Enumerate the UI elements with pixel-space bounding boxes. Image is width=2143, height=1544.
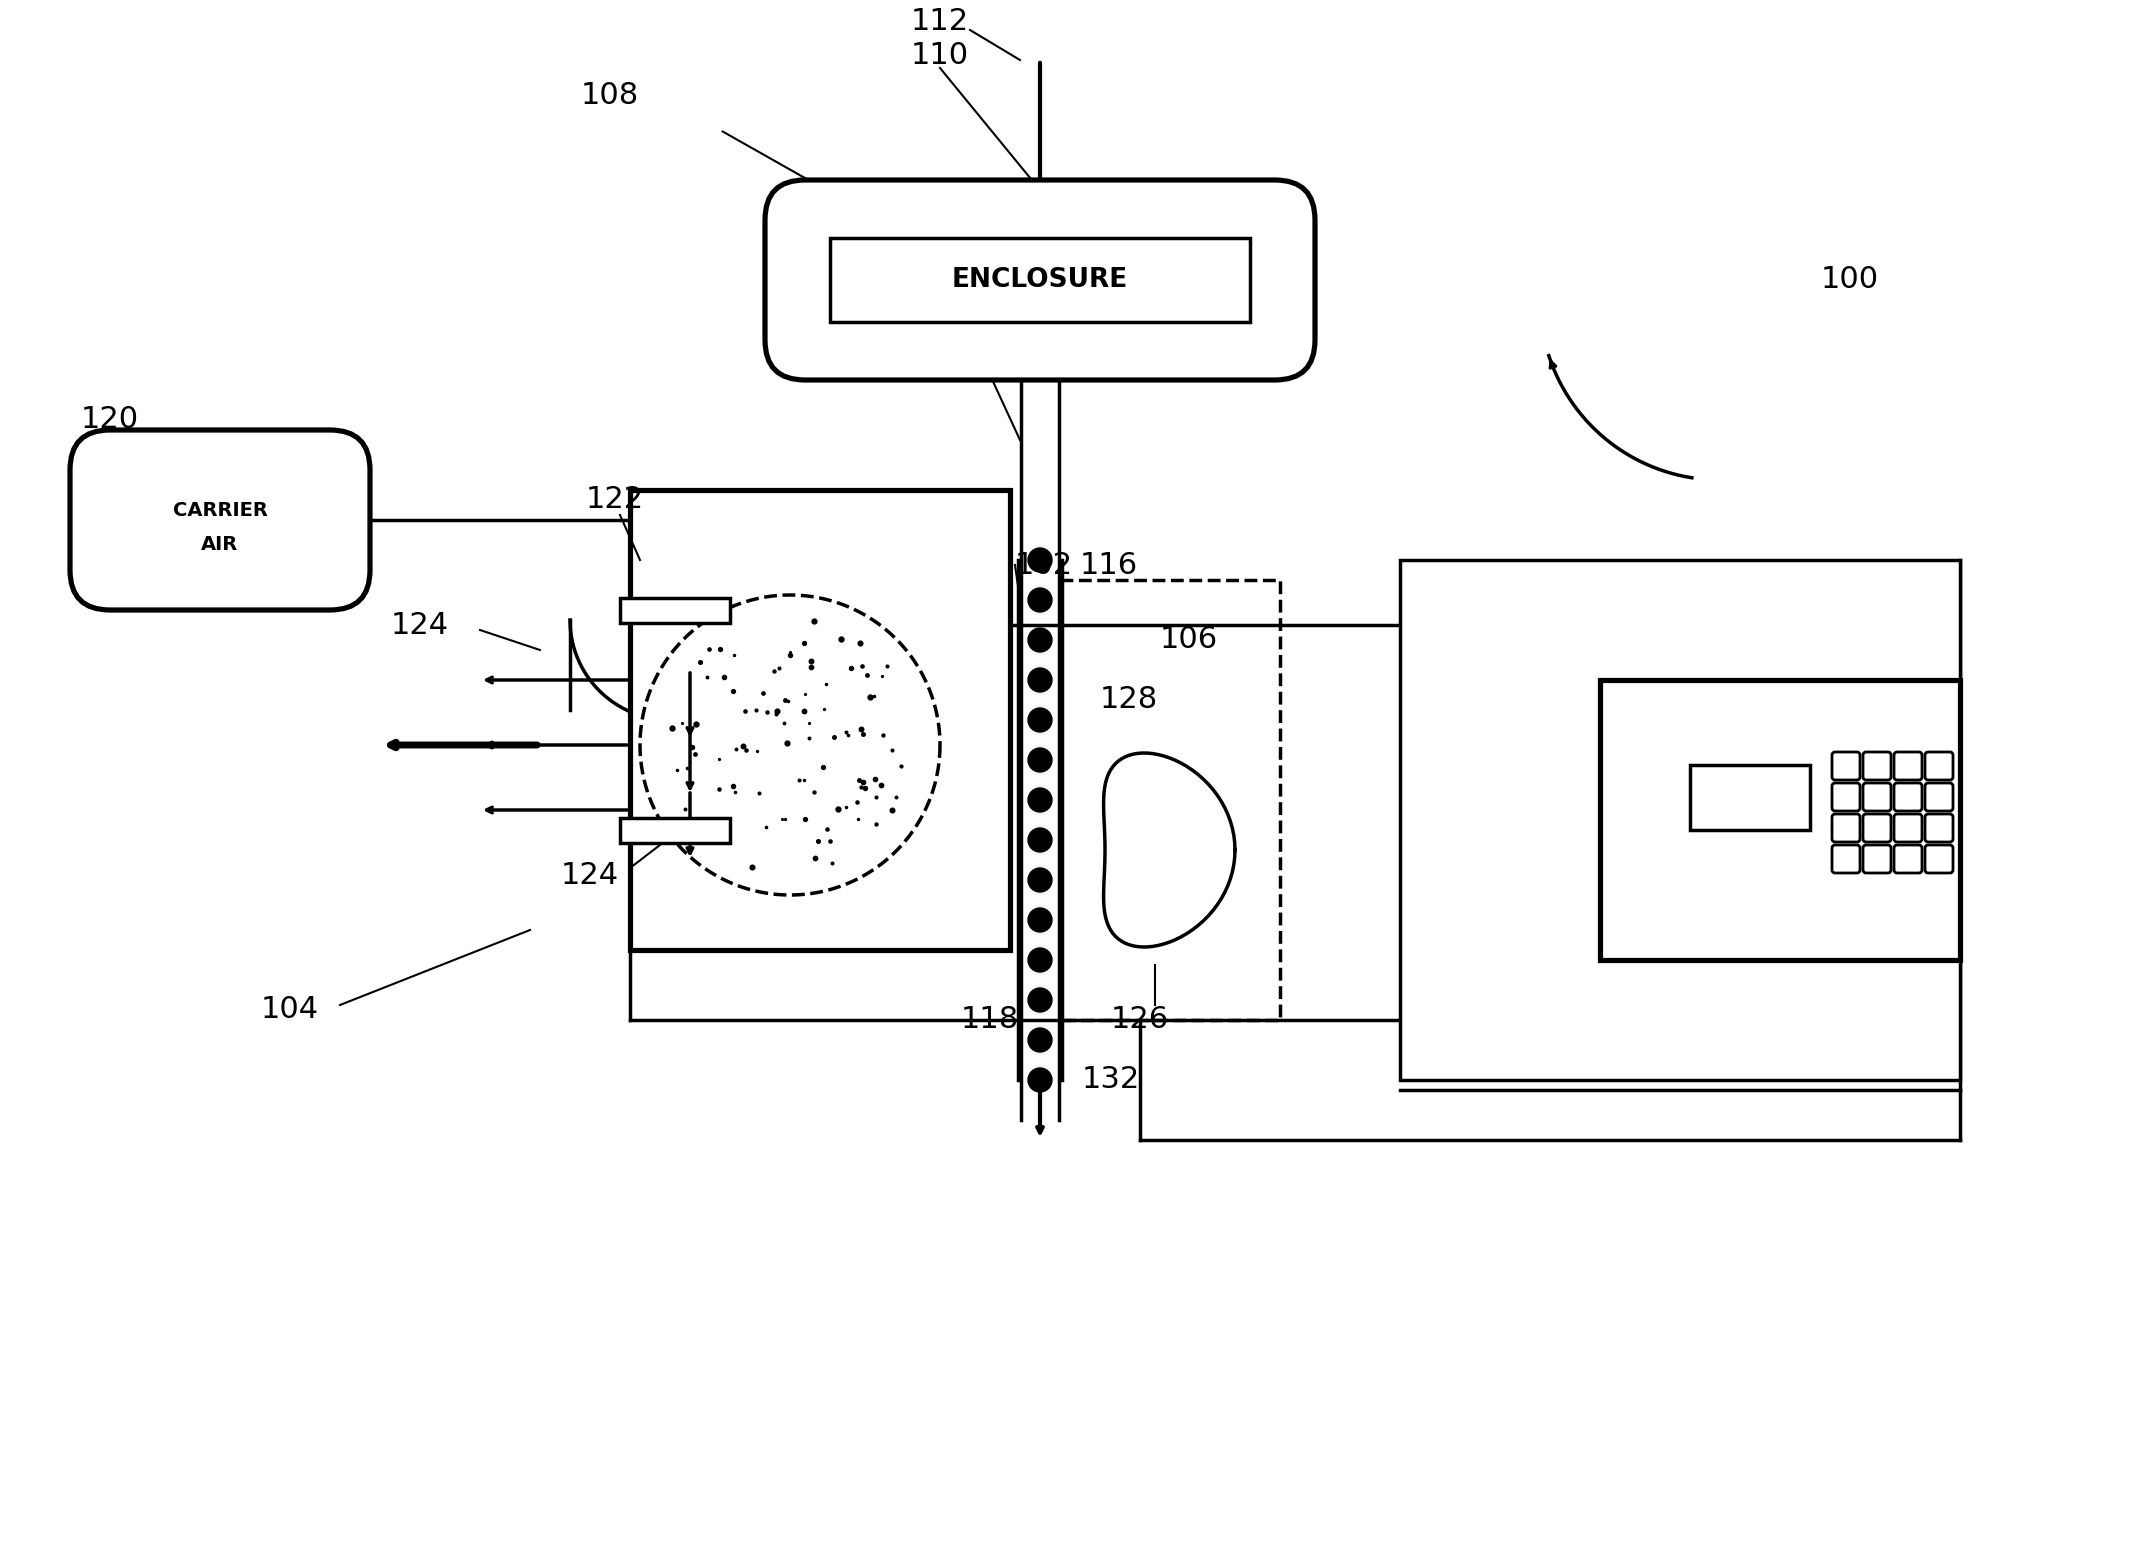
FancyBboxPatch shape: [1924, 752, 1952, 780]
Circle shape: [1029, 548, 1052, 571]
FancyBboxPatch shape: [1894, 783, 1922, 811]
FancyBboxPatch shape: [1894, 845, 1922, 872]
FancyBboxPatch shape: [1894, 752, 1922, 780]
Circle shape: [1029, 1068, 1052, 1092]
Text: 126: 126: [1110, 1005, 1170, 1034]
Circle shape: [1029, 908, 1052, 933]
FancyBboxPatch shape: [1832, 783, 1860, 811]
Text: 132: 132: [1082, 1065, 1140, 1095]
Bar: [619, 598, 731, 622]
Circle shape: [1029, 1028, 1052, 1051]
Text: 100: 100: [1822, 266, 1879, 295]
Circle shape: [1029, 868, 1052, 892]
FancyBboxPatch shape: [1862, 783, 1890, 811]
Circle shape: [1029, 787, 1052, 812]
Text: 112: 112: [911, 8, 969, 37]
Circle shape: [1029, 669, 1052, 692]
Text: 116: 116: [1080, 551, 1138, 579]
Text: CARRIER: CARRIER: [174, 500, 268, 519]
Bar: [630, 489, 1009, 950]
Bar: [829, 238, 1249, 323]
Circle shape: [1029, 747, 1052, 772]
FancyBboxPatch shape: [765, 181, 1316, 380]
Circle shape: [1029, 948, 1052, 973]
FancyBboxPatch shape: [1924, 845, 1952, 872]
FancyBboxPatch shape: [1862, 752, 1890, 780]
Text: 104: 104: [261, 996, 319, 1025]
Circle shape: [1029, 828, 1052, 852]
Text: 110: 110: [911, 40, 969, 69]
Text: 114: 114: [960, 346, 1020, 375]
Bar: [1399, 560, 1961, 1079]
FancyBboxPatch shape: [1862, 845, 1890, 872]
Circle shape: [1029, 628, 1052, 652]
Bar: [1601, 679, 1961, 960]
Text: 120: 120: [81, 406, 139, 434]
Bar: [619, 817, 731, 843]
Text: 130: 130: [1440, 1045, 1500, 1075]
FancyBboxPatch shape: [1924, 814, 1952, 841]
Circle shape: [1029, 988, 1052, 1011]
FancyBboxPatch shape: [1832, 814, 1860, 841]
Text: 124: 124: [390, 610, 450, 639]
Circle shape: [1029, 709, 1052, 732]
FancyBboxPatch shape: [1924, 783, 1952, 811]
FancyBboxPatch shape: [71, 429, 371, 610]
Text: 134: 134: [1792, 605, 1849, 635]
Circle shape: [1029, 588, 1052, 611]
Text: 122: 122: [585, 485, 645, 514]
Text: 124: 124: [561, 860, 619, 889]
Text: 106: 106: [1159, 625, 1217, 655]
Text: ENCLOSURE: ENCLOSURE: [951, 267, 1127, 293]
FancyBboxPatch shape: [1832, 845, 1860, 872]
FancyBboxPatch shape: [1832, 752, 1860, 780]
Text: 128: 128: [1099, 686, 1157, 715]
Bar: [1061, 581, 1279, 1021]
Text: AIR: AIR: [201, 536, 238, 554]
FancyBboxPatch shape: [1894, 814, 1922, 841]
Text: 118: 118: [960, 1005, 1020, 1034]
Text: 130: 130: [1530, 610, 1590, 639]
Bar: [1691, 764, 1811, 831]
FancyBboxPatch shape: [1862, 814, 1890, 841]
Text: 108: 108: [581, 80, 639, 110]
Text: 102: 102: [1016, 551, 1074, 579]
